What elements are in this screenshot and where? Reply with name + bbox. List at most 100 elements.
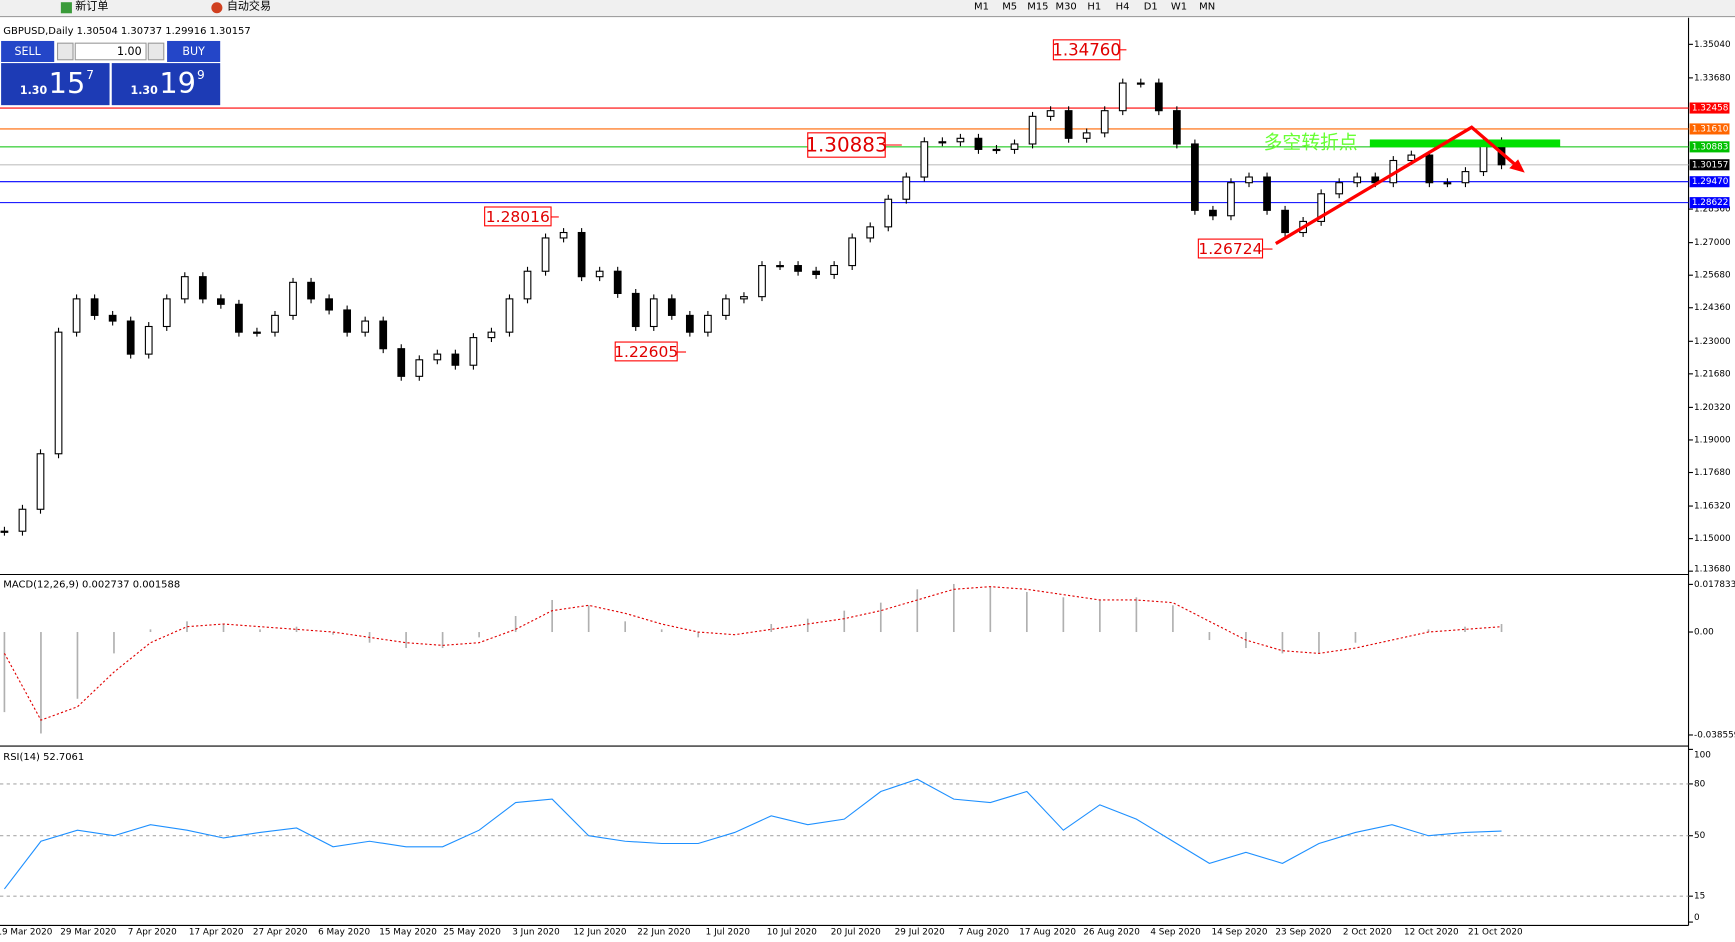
candle: [938, 141, 947, 144]
candle: [740, 296, 748, 300]
level-label: 1.30883: [1692, 142, 1729, 152]
x-tick-label: 17 Apr 2020: [189, 928, 244, 938]
candle: [541, 237, 550, 272]
candle: [758, 265, 766, 298]
level-label-box: [1689, 141, 1730, 153]
candle: [667, 298, 676, 316]
y-tick-label: 1.28360: [1694, 205, 1731, 215]
y-tick-label: 1.17680: [1694, 468, 1731, 478]
buy-price-pips: 19: [159, 66, 196, 100]
y-tick-label: -0.038559: [1694, 730, 1735, 740]
candle: [523, 270, 532, 300]
timeframe-button[interactable]: M30: [1055, 2, 1076, 13]
x-tick-label: 17 Aug 2020: [1019, 928, 1076, 938]
timeframe-button[interactable]: M15: [1027, 2, 1048, 13]
y-tick-label: 0.017833: [1694, 580, 1735, 590]
level-label: 1.31610: [1692, 124, 1729, 134]
candle: [343, 309, 352, 333]
buy-button[interactable]: [167, 40, 221, 62]
timeframe-button[interactable]: D1: [1144, 2, 1158, 13]
candle: [36, 453, 45, 510]
candle: [649, 298, 658, 328]
buy-price-box[interactable]: [111, 63, 221, 106]
candle: [325, 298, 333, 311]
buy-label[interactable]: BUY: [182, 45, 205, 58]
x-tick-label: 29 Mar 2020: [60, 928, 116, 938]
candle: [920, 141, 929, 178]
candle: [1227, 182, 1235, 217]
y-tick-label: 1.20320: [1694, 403, 1731, 413]
candle: [1154, 82, 1163, 112]
candle: [1010, 143, 1019, 150]
macd-signal: [3, 586, 1502, 721]
auto-trading-icon[interactable]: [211, 2, 223, 14]
candle: [1335, 182, 1344, 195]
y-tick-label: 0.00: [1694, 628, 1714, 638]
timeframe-button[interactable]: W1: [1171, 2, 1187, 13]
toolbar: [0, 0, 1735, 17]
lot-down[interactable]: [56, 42, 74, 61]
candle: [1191, 143, 1199, 211]
x-tick-label: 12 Oct 2020: [1404, 928, 1459, 938]
timeframe-button[interactable]: H1: [1087, 2, 1101, 13]
candle: [685, 314, 694, 333]
lot-value[interactable]: 1.00: [117, 45, 142, 58]
y-tick-label: 1.23000: [1694, 337, 1731, 347]
candle: [559, 231, 568, 239]
sell-price-box[interactable]: [1, 63, 110, 106]
buy-price-big: 1.30: [131, 84, 159, 97]
price-annotation: 1.26724: [1198, 240, 1262, 258]
level-label: 1.29470: [1692, 177, 1729, 187]
candle: [253, 331, 261, 334]
candle: [90, 298, 99, 316]
y-tick-label: 1.35040: [1694, 40, 1731, 50]
lot-input[interactable]: [74, 42, 147, 61]
pivot-annotation: 多空转折点: [1264, 131, 1358, 153]
timeframe-button[interactable]: M5: [1002, 2, 1017, 13]
auto-trading-button[interactable]: 自动交易: [227, 0, 271, 13]
candle: [18, 508, 27, 532]
candle: [217, 298, 225, 305]
candle: [1064, 110, 1073, 139]
x-tick-label: 20 Jul 2020: [831, 928, 881, 938]
price-annotation: 1.28016: [486, 208, 550, 226]
candle: [1136, 82, 1145, 85]
candle: [1028, 115, 1037, 145]
trend-arrow: [1274, 125, 1520, 245]
candle: [704, 314, 712, 333]
sell-price-pips: 15: [49, 66, 86, 100]
chart-header: GBPUSD,Daily 1.30504 1.30737 1.29916 1.3…: [3, 26, 250, 37]
x-tick-label: 27 Apr 2020: [253, 928, 308, 938]
candle: [1263, 176, 1271, 211]
sell-button[interactable]: [1, 40, 55, 62]
candle: [776, 265, 784, 268]
new-order-icon[interactable]: [60, 2, 72, 14]
arrow-head: [1509, 159, 1525, 173]
new-order-button[interactable]: 新订单: [75, 0, 108, 13]
y-tick-label: 1.27000: [1694, 238, 1731, 248]
candle: [830, 265, 839, 276]
candle: [235, 303, 243, 333]
lot-up[interactable]: [147, 42, 165, 61]
price-annotation: 1.34760: [1052, 40, 1121, 59]
candle: [956, 137, 965, 143]
timeframe-button[interactable]: M1: [974, 2, 989, 13]
candle: [631, 292, 640, 328]
x-tick-label: 15 May 2020: [379, 928, 437, 938]
level-label-box: [1689, 159, 1730, 171]
rsi-line: [3, 778, 1502, 890]
candle: [505, 298, 514, 333]
candle: [271, 314, 279, 333]
candle: [613, 270, 622, 295]
sell-label[interactable]: SELL: [15, 45, 42, 58]
level-label: 1.32458: [1692, 104, 1729, 114]
timeframe-button[interactable]: H4: [1116, 2, 1130, 13]
y-tick-label: 100: [1694, 750, 1711, 760]
buy-price-frac: 9: [197, 68, 205, 82]
candle: [0, 530, 9, 533]
y-tick-label: 1.16320: [1694, 502, 1731, 512]
candle: [1245, 176, 1253, 184]
y-tick-label: 1.19000: [1694, 435, 1731, 445]
timeframe-button[interactable]: MN: [1199, 2, 1215, 13]
